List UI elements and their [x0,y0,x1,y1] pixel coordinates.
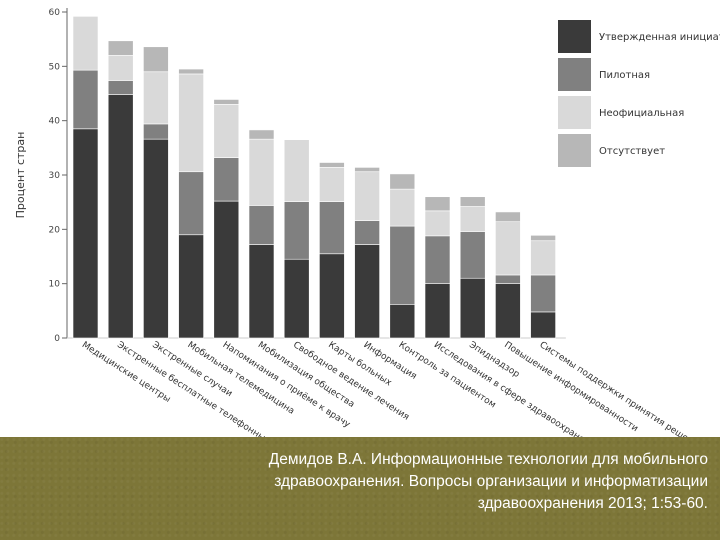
bar-segment [389,173,416,190]
x-tick-label: Повышение информированности [502,340,639,434]
bar-stack [107,40,134,339]
y-tick-label: 60 [49,8,61,18]
bar-segment [459,206,486,232]
bar-stack [248,129,275,339]
y-tick-label: 50 [49,62,61,72]
bar-segment [72,128,99,339]
y-axis-title: Процент стран [14,132,27,219]
citation-line-1: Демидов В.А. Информационные технологии д… [268,451,708,468]
bar-segment [283,201,310,260]
bar-segment [107,40,134,56]
bar-segment [424,235,451,284]
bar-stack [213,99,240,339]
bar-segment [248,244,275,339]
legend-swatch [558,96,591,129]
bar-segment [107,80,134,95]
bar-segment [107,94,134,339]
bar-segment [389,225,416,305]
bar-segment [354,220,380,245]
bar-stack [424,196,451,339]
bar-segment [107,55,134,81]
bar-segment [459,231,486,279]
stacked-bar-chart: 0 10 20 30 40 50 60 Медицинские центрыЭкстренн… [14,8,720,437]
legend-label: Неофициальная [599,108,684,119]
bar-segment [495,221,521,276]
bar-segment [354,244,380,339]
bar-segment [495,274,521,284]
bar-segment [389,304,416,339]
bar-stack [319,162,345,339]
citation-line-3: здравоохранения 2013; 1:53-60. [477,495,708,512]
bar-stack [354,167,380,339]
bar-stack [530,235,556,339]
bar-stack [389,173,416,339]
bar-segment [530,235,556,242]
bar-segment [213,200,240,339]
legend-label: Отсутствует [599,146,665,157]
y-tick-label: 0 [54,334,60,344]
legend-swatch [558,20,591,53]
bar-stack [143,46,169,339]
bar-segment [283,258,310,339]
citation-text: Демидов В.А. Информационные технологии д… [188,449,708,515]
bar-segment [143,71,169,125]
bar-segment [354,171,380,221]
bar-segment [530,311,556,339]
bar-segment [213,104,240,158]
y-tick-label: 30 [49,171,61,181]
bar-segment [530,274,556,313]
bar-stack [495,211,521,339]
legend-label: Утвержденная инициатива [599,32,720,43]
chart-bars [72,16,556,339]
bar-segment [178,68,204,75]
bar-segment [424,210,451,237]
bar-stack [459,196,486,339]
bar-segment [72,69,99,130]
bar-segment [72,16,99,71]
citation-line-2: здравоохранения. Вопросы организации и и… [274,473,708,490]
y-tick-label: 10 [49,280,61,290]
legend-label: Пилотная [599,70,650,81]
bar-segment [424,283,451,339]
bar-segment [319,201,345,255]
bar-segment [459,277,486,339]
bar-segment [354,167,380,173]
bar-segment [459,196,486,207]
bar-segment [424,196,451,212]
bar-segment [178,171,204,236]
bar-segment [178,73,204,173]
bar-stack [178,68,204,339]
bar-segment [248,138,275,206]
chart-legend: Утвержденная инициатива Пилотная Неофициал… [558,20,720,167]
bar-segment [389,188,416,227]
bar-segment [178,234,204,339]
bar-segment [248,129,275,140]
bar-segment [213,99,240,105]
bar-segment [248,205,275,245]
legend-swatch [558,134,591,167]
bar-segment [530,240,556,276]
bar-segment [213,157,240,202]
bar-stack [283,139,310,339]
citation-footer: Демидов В.А. Информационные технологии д… [0,437,720,540]
bar-stack [72,16,99,339]
bar-segment [495,283,521,339]
bar-segment [319,162,345,168]
bar-segment [143,46,169,73]
y-tick-label: 20 [49,225,61,235]
bar-segment [319,253,345,339]
bar-segment [283,139,310,202]
y-tick-label: 40 [49,117,61,127]
bar-segment [143,123,169,140]
bar-segment [143,138,169,339]
legend-swatch [558,58,591,91]
bar-segment [495,211,521,223]
bar-segment [319,167,345,202]
